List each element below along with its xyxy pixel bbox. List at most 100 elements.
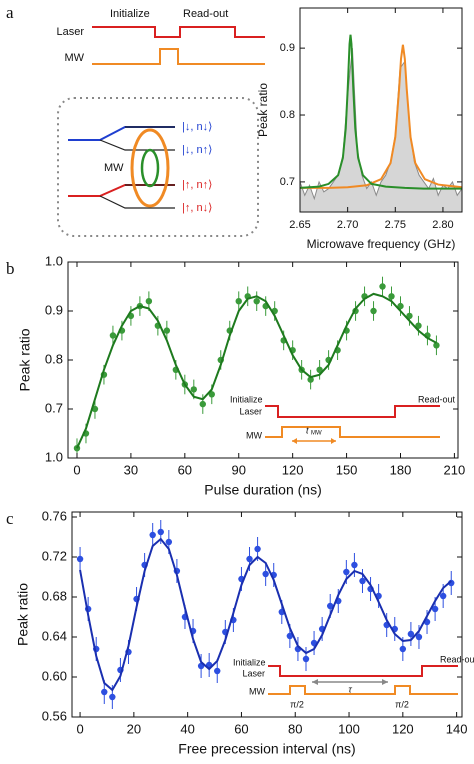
inset-laser-trace — [268, 665, 458, 677]
x-axis-label: Microwave frequency (GHz) — [307, 237, 456, 251]
inset-initialize: Initialize — [233, 657, 266, 667]
x-tick-label: 2.80 — [432, 219, 453, 231]
data-point — [415, 633, 423, 641]
y-tick-label: 0.7 — [45, 400, 63, 415]
plot-frame — [71, 511, 463, 718]
x-axis-label: Pulse duration (ns) — [204, 482, 322, 498]
data-point — [208, 391, 215, 398]
x-tick-label: 180 — [390, 462, 412, 477]
level-label: |↓, n↑⟩ — [182, 144, 212, 156]
inset-laser: Laser — [239, 406, 262, 416]
mw-trace — [92, 48, 265, 65]
y-tick-label: 0.56 — [42, 708, 67, 723]
data-point — [407, 630, 415, 638]
data-point — [253, 298, 260, 305]
data-point — [109, 693, 116, 701]
data-point — [101, 688, 108, 696]
inset-laser: Laser — [242, 668, 265, 678]
inset-arrowheads — [292, 438, 336, 444]
data-point — [214, 667, 221, 675]
x-tick-label: 80 — [288, 721, 302, 736]
data-point — [359, 577, 366, 585]
chart: 0 20 40 60 80 100 120 140 0.56 0.60 0.64 0.68 0.72 0.… — [15, 508, 468, 756]
inset-laser-trace — [265, 405, 440, 418]
level-line — [68, 184, 175, 197]
data-point — [157, 528, 164, 536]
y-tick-label: 0.9 — [280, 42, 295, 54]
data-point — [254, 545, 261, 553]
pulse-diagram: a Initialize Read-out Laser MW MW |↓, n↓… — [6, 3, 265, 237]
fit-line — [79, 537, 452, 692]
data-point — [316, 366, 323, 373]
level-label: |↑, n↓⟩ — [182, 202, 212, 214]
inset-mw: MW — [246, 430, 262, 440]
x-tick-label: 0 — [76, 721, 83, 736]
chart: 2.65 2.70 2.75 2.80 0.7 0.8 0.9 Microwave frequ… — [256, 7, 463, 251]
inset-readout: Read-out — [418, 394, 456, 404]
data-point — [439, 592, 447, 600]
data-point — [343, 568, 350, 576]
data-point — [327, 602, 334, 610]
y-tick-label: 0.7 — [280, 176, 295, 188]
x-tick-label: 30 — [124, 462, 138, 477]
data-point — [431, 605, 439, 613]
x-tick-label: 140 — [446, 721, 468, 736]
data-point — [235, 298, 242, 305]
x-tick-label: 120 — [392, 721, 414, 736]
mw-label: MW — [64, 52, 84, 64]
level-label: |↑, n↑⟩ — [182, 179, 212, 191]
data-point — [415, 322, 422, 329]
y-axis-label: Peak ratio — [15, 583, 31, 646]
data-point — [246, 555, 253, 563]
x-tick-label: 2.70 — [337, 219, 358, 231]
laser-trace — [92, 26, 265, 38]
level-line — [99, 139, 175, 151]
fit-line — [299, 34, 462, 190]
data-point — [286, 632, 294, 640]
data-point — [163, 327, 171, 334]
inset-mw-trace — [265, 426, 440, 438]
inset-readout: Read-out — [440, 654, 474, 664]
y-tick-label: 0.60 — [42, 668, 67, 683]
y-axis-label: Peak ratio — [256, 83, 270, 137]
y-axis-label: Peak ratio — [17, 328, 33, 391]
data-point — [379, 283, 386, 290]
data-point — [165, 538, 173, 546]
data-point — [109, 332, 117, 339]
data-point — [370, 307, 377, 315]
plot-frame — [67, 261, 459, 459]
panel-label: b — [6, 259, 15, 278]
inset-tau: τ — [348, 684, 352, 694]
inset-c: Initialize Laser Read-out MW π/2 π/2 τ — [233, 654, 474, 709]
y-tick-label: 0.72 — [42, 548, 67, 563]
data-point — [302, 655, 310, 663]
data-point — [199, 400, 206, 408]
x-tick-label: 90 — [232, 462, 246, 477]
data-point — [145, 298, 153, 305]
y-tick-label: 0.9 — [45, 302, 63, 317]
inset-t: t — [306, 425, 309, 435]
x-tick-label: 60 — [178, 462, 192, 477]
x-tick-label: 150 — [336, 462, 358, 477]
inset-initialize: Initialize — [230, 394, 263, 404]
transition-loop — [140, 148, 160, 188]
x-tick-label: 0 — [73, 462, 80, 477]
data-point — [76, 555, 84, 563]
fit-line — [76, 292, 437, 449]
x-tick-label: 120 — [282, 462, 304, 477]
transition-loop — [130, 128, 170, 208]
data-area — [300, 48, 462, 212]
x-tick-label: 40 — [180, 721, 194, 736]
laser-label: Laser — [56, 26, 84, 38]
inset-t-sub: MW — [311, 431, 322, 437]
inset-pulse: π/2 — [290, 699, 304, 709]
data-point — [433, 342, 440, 349]
x-tick-label: 60 — [234, 721, 248, 736]
panel-label: c — [6, 509, 14, 528]
readout-label: Read-out — [183, 8, 228, 20]
inset-pulse: π/2 — [395, 699, 409, 709]
plot-frame — [299, 7, 463, 213]
data-point — [397, 302, 404, 310]
inset-mw: MW — [249, 686, 265, 696]
